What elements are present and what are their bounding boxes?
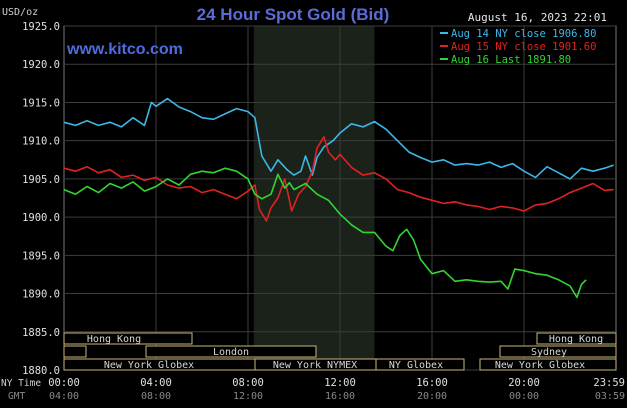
session-ny-globex-label: NY Globex <box>389 360 443 371</box>
session-london-label: London <box>213 347 249 358</box>
chart-datetime: August 16, 2023 22:01 <box>468 11 607 24</box>
session-sydney <box>499 345 617 358</box>
session-new-york-globex-2 <box>479 358 617 371</box>
series-line-1 <box>63 136 614 222</box>
x-tick-label-ny: 08:00 <box>232 377 264 389</box>
session-sydney-label: Sydney <box>531 347 567 358</box>
y-tick-label: 1905.0 <box>22 174 60 186</box>
y-axis-tick-labels: 1925.0 1920.0 1915.0 1910.0 1905.0 1900.0 1895… <box>22 21 60 377</box>
legend-entry-aug16: Aug 16 Last 1891.80 <box>451 54 571 66</box>
session-bars: Hong Kong Hong Kong London Sydney New Yo… <box>63 332 617 371</box>
legend: Aug 14 NY close 1906.80 Aug 15 NY close … <box>440 28 596 66</box>
x-axis-tick-labels-ny: 00:00 04:00 08:00 12:00 16:00 20:00 23:59 <box>48 377 625 389</box>
y-tick-label: 1895.0 <box>22 250 60 262</box>
y-tick-label: 1880.0 <box>22 365 60 377</box>
x-tick-label-ny: 20:00 <box>508 377 540 389</box>
x-tick-label-ny: 00:00 <box>48 377 80 389</box>
y-tick-label: 1900.0 <box>22 212 60 224</box>
series-line-2 <box>63 167 587 299</box>
session-london <box>145 345 317 358</box>
y-tick-label: 1915.0 <box>22 97 60 109</box>
watermark: www.kitco.com <box>66 41 183 58</box>
session-hong-kong-1 <box>63 332 193 345</box>
x-tick-label-ny: 04:00 <box>140 377 172 389</box>
session-ny-globex <box>375 358 465 371</box>
chart-title: 24 Hour Spot Gold (Bid) <box>197 5 390 24</box>
legend-entry-aug15: Aug 15 NY close 1901.60 <box>451 41 596 53</box>
x-tick-label-gmt: 04:00 <box>49 391 79 402</box>
x-tick-label-ny: 23:59 <box>593 377 625 389</box>
session-hong-kong-1-label: Hong Kong <box>87 334 141 345</box>
x-tick-label-gmt: 20:00 <box>417 391 447 402</box>
legend-entry-aug14: Aug 14 NY close 1906.80 <box>451 28 596 40</box>
y-tick-label: 1910.0 <box>22 136 60 148</box>
nymex-session-shade <box>253 26 375 370</box>
ny-time-row-label: NY Time <box>1 378 41 389</box>
session-new-york-nymex-label: New York NYMEX <box>273 360 357 371</box>
session-hong-kong-2-label: Hong Kong <box>549 334 603 345</box>
x-tick-label-gmt: 08:00 <box>141 391 171 402</box>
gmt-row-label: GMT <box>8 391 25 402</box>
x-tick-label-gmt: 16:00 <box>325 391 355 402</box>
x-tick-label-gmt: 12:00 <box>233 391 263 402</box>
x-tick-label-gmt: 03:59 <box>595 391 625 402</box>
session-london-pre <box>63 345 87 358</box>
y-axis-unit-label: USD/oz <box>2 7 38 18</box>
x-tick-label-ny: 16:00 <box>416 377 448 389</box>
y-tick-label: 1925.0 <box>22 21 60 33</box>
x-axis-tick-labels-gmt: 04:00 08:00 12:00 16:00 20:00 00:00 03:59 <box>49 391 625 402</box>
session-new-york-globex-1-label: New York Globex <box>104 360 194 371</box>
series-line-0 <box>63 97 614 180</box>
x-tick-label-ny: 12:00 <box>324 377 356 389</box>
x-tick-label-gmt: 00:00 <box>509 391 539 402</box>
y-tick-label: 1890.0 <box>22 289 60 301</box>
y-tick-label: 1920.0 <box>22 59 60 71</box>
price-series <box>63 97 614 299</box>
session-new-york-globex-2-label: New York Globex <box>495 360 585 371</box>
y-tick-label: 1885.0 <box>22 327 60 339</box>
session-hong-kong-2 <box>536 332 617 345</box>
